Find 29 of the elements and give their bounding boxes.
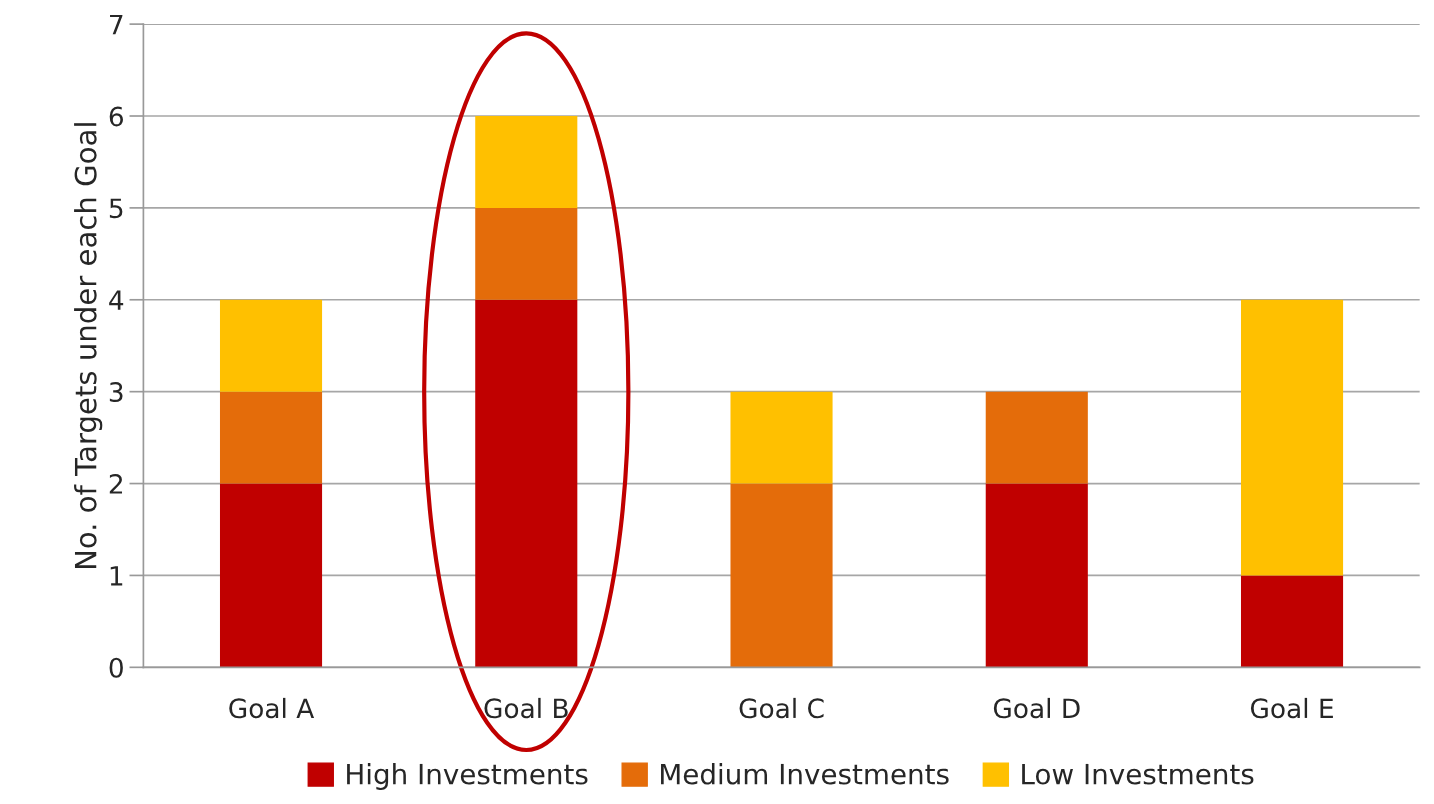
legend-label: Medium Investments (661, 763, 949, 785)
x-tick-label: Goal B (484, 697, 568, 719)
y-tick-label: 6 (109, 106, 123, 127)
bar (985, 483, 1088, 668)
bar (219, 391, 323, 484)
bar (475, 116, 578, 208)
x-tick-label: Goal D (993, 697, 1080, 719)
x-tick-label: Goal E (1250, 697, 1333, 719)
bar (219, 299, 323, 392)
y-axis-title: No. of Targets under each Goal (74, 123, 103, 569)
bar (1240, 575, 1344, 668)
y-tick-label: 7 (110, 14, 123, 35)
legend-label: High Investments (347, 763, 588, 790)
legend-label: Low Investments (1022, 763, 1254, 785)
bar (985, 391, 1088, 484)
y-tick-label: 4 (109, 290, 124, 310)
bar (730, 391, 833, 484)
bar (475, 299, 578, 668)
y-tick-label: 1 (110, 566, 123, 586)
bar (219, 483, 323, 668)
bar (1240, 299, 1344, 576)
y-tick-label: 5 (109, 198, 123, 219)
y-tick-label: 2 (109, 473, 123, 494)
x-tick-label: Goal C (739, 697, 824, 719)
x-tick-label: Goal A (229, 697, 315, 719)
y-tick-label: 3 (109, 382, 123, 403)
bar (475, 207, 578, 300)
y-tick-label: 0 (109, 657, 123, 678)
bar (730, 483, 833, 668)
